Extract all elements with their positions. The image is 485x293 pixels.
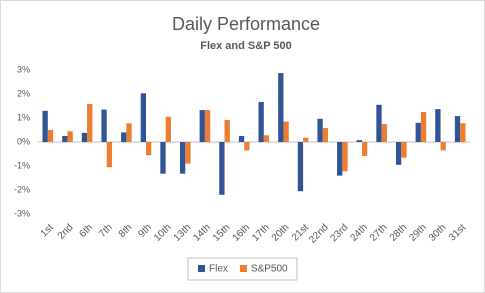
bar (435, 109, 441, 142)
bar (303, 137, 309, 142)
bar (101, 109, 107, 142)
bar (146, 142, 152, 156)
bar (395, 142, 402, 165)
bar (362, 142, 368, 156)
bar (376, 104, 382, 142)
bar (420, 112, 427, 142)
bar (219, 142, 225, 195)
legend-box (187, 257, 298, 281)
y-tick-label: 0% (17, 136, 30, 146)
bar (199, 110, 205, 142)
bar (317, 118, 323, 142)
y-tick-label: 1% (17, 112, 30, 122)
y-tick-label: -1% (14, 160, 30, 170)
bar (381, 124, 387, 142)
bar (278, 73, 284, 142)
bar (165, 116, 171, 142)
bar (356, 140, 362, 142)
legend-swatch (198, 265, 205, 272)
bar (81, 132, 88, 142)
bar (62, 136, 68, 142)
bar (460, 123, 466, 142)
bar (401, 142, 407, 158)
bar (179, 142, 186, 174)
legend-label: Flex (209, 264, 228, 275)
bar (126, 123, 132, 142)
bar (224, 119, 230, 142)
bar (42, 110, 48, 142)
bar (67, 131, 73, 142)
bar (121, 132, 127, 142)
legend-label: S&P500 (251, 264, 288, 275)
bar (322, 128, 329, 142)
bar (204, 110, 211, 142)
bar (238, 136, 245, 142)
chart-title: Daily Performance (172, 14, 320, 34)
bar (342, 142, 348, 172)
bar (160, 142, 166, 174)
bar (440, 142, 446, 151)
bar (258, 101, 264, 142)
chart-subtitle: Flex and S&P 500 (200, 40, 292, 52)
bar (337, 142, 343, 176)
bar (454, 116, 461, 142)
bar (297, 142, 304, 192)
bar (263, 135, 270, 142)
bar (140, 93, 146, 142)
bar (87, 104, 93, 142)
bar (415, 122, 421, 142)
y-tick-label: -2% (14, 184, 30, 194)
y-tick-label: 3% (17, 64, 30, 74)
y-tick-label: -3% (14, 208, 30, 218)
bar (244, 142, 250, 151)
legend-swatch (239, 265, 247, 272)
bar (283, 121, 289, 142)
bar (185, 142, 191, 164)
y-tick-label: 2% (17, 88, 30, 98)
bar (47, 130, 54, 142)
bar (106, 142, 113, 168)
